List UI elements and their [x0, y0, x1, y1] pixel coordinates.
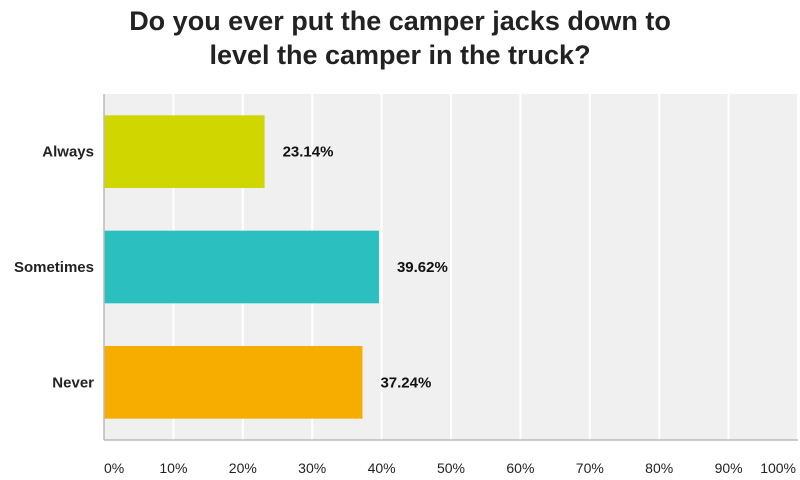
value-label-never: 37.24%: [380, 374, 431, 391]
x-tick-label-100: 100%: [760, 460, 796, 476]
bar-sometimes: [104, 230, 379, 304]
x-tick-label-70: 70%: [576, 460, 604, 476]
x-tick-label-30: 30%: [298, 460, 326, 476]
x-tick-label-40: 40%: [368, 460, 396, 476]
chart-title: Do you ever put the camper jacks down to…: [0, 4, 800, 72]
chart-title-line-2: level the camper in the truck?: [209, 40, 591, 70]
value-label-sometimes: 39.62%: [397, 259, 448, 276]
bar-never: [104, 346, 363, 419]
chart-title-line-1: Do you ever put the camper jacks down to: [129, 6, 671, 36]
x-tick-label-60: 60%: [506, 460, 534, 476]
x-tick-label-50: 50%: [437, 460, 465, 476]
value-label-always: 23.14%: [283, 144, 334, 161]
category-label-sometimes: Sometimes: [14, 259, 94, 276]
x-tick-label-90: 90%: [715, 460, 743, 476]
category-label-never: Never: [52, 374, 94, 391]
x-tick-label-80: 80%: [645, 460, 673, 476]
bar-always: [104, 115, 265, 188]
x-tick-label-10: 10%: [159, 460, 187, 476]
x-tick-label-20: 20%: [229, 460, 257, 476]
category-label-always: Always: [42, 144, 94, 161]
x-tick-label-0: 0%: [104, 460, 124, 476]
